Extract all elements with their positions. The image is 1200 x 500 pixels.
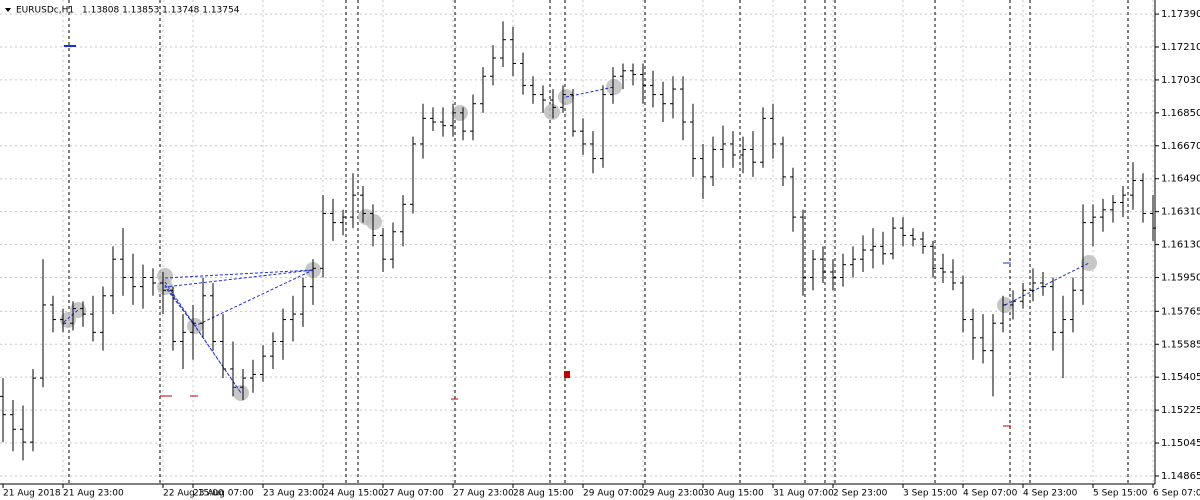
marker (564, 371, 570, 378)
x-tick-label: 22 Aug 15:00 (163, 489, 224, 499)
y-tick-label: 1.15765 (1161, 306, 1200, 317)
x-tick-label: 2 Sep 23:00 (833, 489, 888, 499)
pattern-line (164, 281, 242, 394)
x-tick-label: 23 Aug 07:00 (193, 489, 254, 499)
x-tick-label: 24 Aug 15:00 (323, 489, 384, 499)
pattern-lines (63, 45, 1090, 427)
y-tick-label: 1.15585 (1161, 339, 1200, 350)
price-info: 1.13808 1.13853 1.13748 1.13754 (82, 6, 240, 16)
pattern-line (164, 284, 196, 327)
y-tick-label: 1.15225 (1161, 405, 1200, 416)
pattern-point (157, 268, 173, 284)
y-tick-label: 1.15950 (1161, 272, 1200, 283)
symbol-title: EURUSDc,H1 (16, 6, 74, 16)
x-tick-label: 29 Aug 07:00 (583, 489, 644, 499)
y-tick-label: 1.15045 (1161, 438, 1200, 449)
x-tick-label: 31 Aug 07:00 (773, 489, 834, 499)
y-tick-label: 1.14865 (1161, 471, 1200, 482)
bars (0, 21, 1156, 461)
x-tick-label: 28 Aug 15:00 (513, 489, 574, 499)
y-tick-label: 1.16130 (1161, 240, 1200, 251)
pattern-point (70, 302, 86, 318)
pattern-point (60, 312, 76, 328)
menu-arrow[interactable] (5, 8, 11, 12)
y-tick-label: 1.17210 (1161, 42, 1200, 53)
x-tick-label: 23 Aug 23:00 (263, 489, 324, 499)
x-tick-label: 29 Aug 23:00 (643, 489, 704, 499)
x-tick-label: 4 Sep 23:00 (1023, 489, 1078, 499)
pattern-point (366, 214, 382, 230)
y-tick-label: 1.17390 (1161, 9, 1200, 20)
x-tick-label: 30 Aug 15:00 (703, 489, 764, 499)
axis-labels: 1.17390 1.17210 1.17030 1.16850 1.16670 1.164… (2, 9, 1200, 499)
pattern-line (164, 269, 314, 327)
y-tick-label: 1.17030 (1161, 75, 1200, 86)
x-tick-label: 5 Sep 15:00 (1093, 489, 1148, 499)
y-tick-label: 1.16850 (1161, 108, 1200, 119)
pattern-point (233, 385, 249, 401)
pattern-point (544, 104, 560, 120)
pattern-point (1081, 255, 1097, 271)
x-tick-label: 21 Aug 2018 (3, 489, 61, 499)
y-tick-label: 1.16670 (1161, 141, 1200, 152)
x-tick-label: 6 Sep 07:00 (1153, 489, 1200, 499)
y-tick-label: 1.16490 (1161, 174, 1200, 185)
x-tick-label: 21 Aug 23:00 (63, 489, 124, 499)
pattern-line (565, 86, 615, 98)
pattern-point (606, 79, 622, 95)
pattern-line (1004, 262, 1090, 306)
x-tick-label: 27 Aug 23:00 (453, 489, 514, 499)
pattern-line (63, 309, 79, 323)
period-separators (68, 0, 1129, 484)
x-tick-label: 27 Aug 07:00 (383, 489, 444, 499)
y-tick-label: 1.16310 (1161, 207, 1200, 218)
y-tick-label: 1.15405 (1161, 372, 1200, 383)
x-tick-label: 4 Sep 07:00 (963, 489, 1018, 499)
x-tick-label: 3 Sep 15:00 (903, 489, 958, 499)
